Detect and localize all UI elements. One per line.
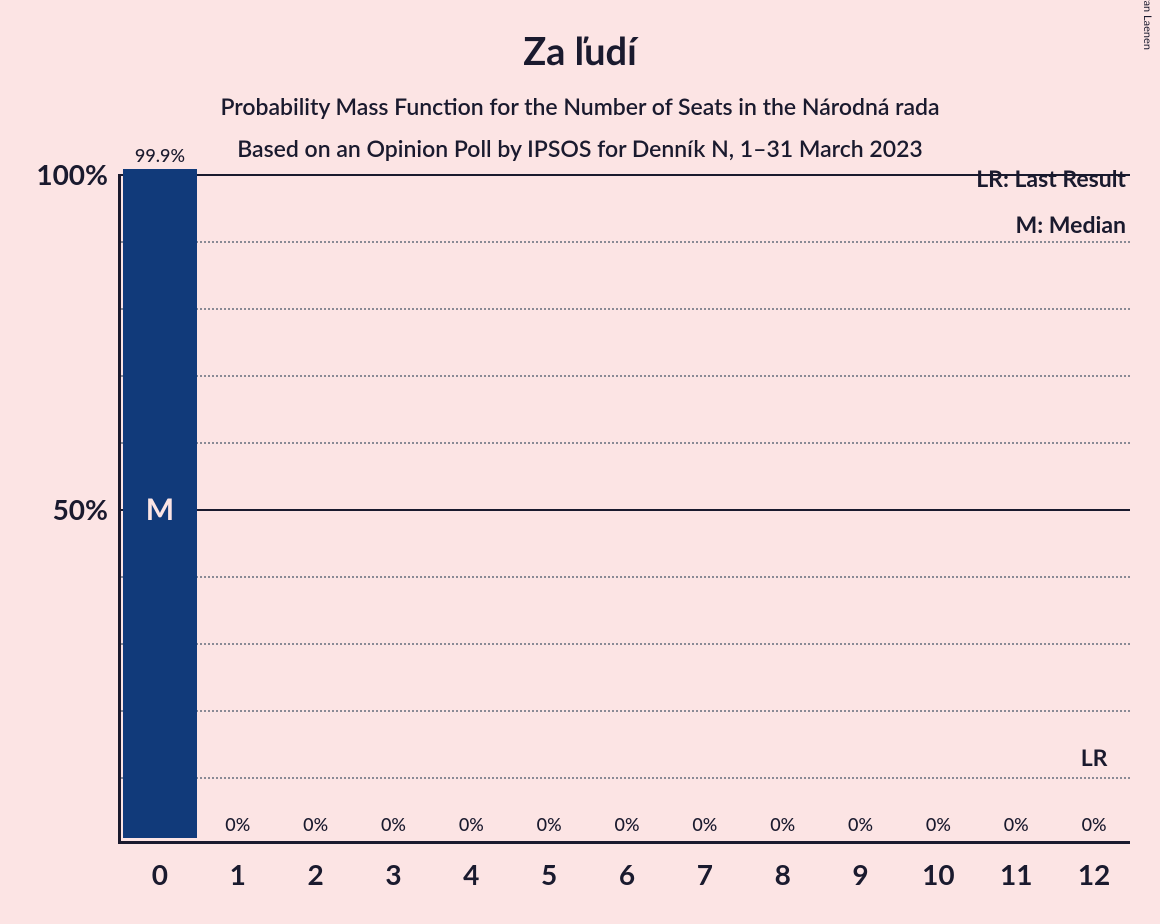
gridline-minor — [121, 576, 1130, 578]
copyright-text: © 2023 Filip van Laenen — [1141, 0, 1154, 50]
bar-value-label: 0% — [537, 813, 562, 835]
x-axis-label: 8 — [775, 857, 791, 891]
gridline-major — [121, 174, 1130, 176]
x-axis-label: 12 — [1078, 857, 1110, 891]
y-axis-label: 100% — [36, 157, 108, 191]
bar-value-label: 0% — [1004, 813, 1029, 835]
legend-m: M: Median — [1016, 210, 1126, 238]
median-marker: M — [146, 491, 174, 527]
gridline-minor — [121, 308, 1130, 310]
bar-value-label: 0% — [615, 813, 640, 835]
x-axis-label: 7 — [697, 857, 713, 891]
bar-value-label: 0% — [381, 813, 406, 835]
chart-subtitle: Probability Mass Function for the Number… — [0, 92, 1160, 120]
bar-value-label: 0% — [926, 813, 951, 835]
gridline-minor — [121, 241, 1130, 243]
gridline-major — [121, 509, 1130, 511]
x-axis-label: 5 — [541, 857, 557, 891]
bar-value-label: 0% — [692, 813, 717, 835]
x-axis-label: 4 — [463, 857, 479, 891]
gridline-minor — [121, 777, 1130, 779]
bar-value-label: 0% — [303, 813, 328, 835]
x-axis-label: 1 — [230, 857, 246, 891]
x-axis-label: 10 — [922, 857, 954, 891]
x-axis-label: 11 — [1000, 857, 1032, 891]
legend-lr: LR: Last Result — [976, 164, 1126, 192]
x-axis-label: 6 — [619, 857, 635, 891]
bar-value-label: 0% — [225, 813, 250, 835]
chart-area: LR: Last Result M: Median 99.9%00%10%20%… — [40, 174, 1130, 894]
x-axis-label: 2 — [307, 857, 323, 891]
y-axis-label: 50% — [53, 492, 108, 526]
chart-title: Za ľudí — [0, 0, 1160, 74]
bar-value-label: 0% — [770, 813, 795, 835]
last-result-marker: LR — [1081, 743, 1108, 771]
gridline-minor — [121, 643, 1130, 645]
gridline-minor — [121, 375, 1130, 377]
x-axis-label: 3 — [385, 857, 401, 891]
bar-value-label: 0% — [1082, 813, 1107, 835]
gridline-minor — [121, 710, 1130, 712]
bar-value-label: 0% — [848, 813, 873, 835]
x-axis-label: 9 — [852, 857, 868, 891]
x-axis-label: 0 — [152, 857, 168, 891]
bar-value-label: 0% — [459, 813, 484, 835]
bar-value-label: 99.9% — [135, 144, 185, 166]
gridline-minor — [121, 442, 1130, 444]
plot-area: LR: Last Result M: Median 99.9%00%10%20%… — [118, 174, 1130, 844]
